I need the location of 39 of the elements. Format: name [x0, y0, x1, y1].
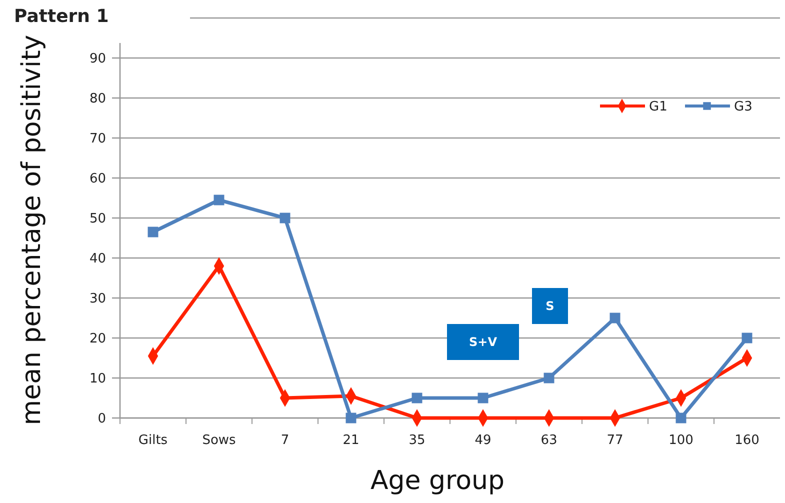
annotation: S — [546, 299, 554, 314]
y-tick-label: 60 — [89, 172, 106, 187]
y-tick-label: 90 — [89, 52, 106, 67]
label-box: S+V — [447, 324, 519, 360]
label-box: S — [532, 288, 568, 324]
y-tick-label: 30 — [89, 292, 106, 307]
legend-label: G1 — [649, 100, 668, 115]
x-tick-label: Sows — [202, 433, 236, 448]
x-tick-label: Gilts — [138, 433, 168, 448]
x-tick-label: 77 — [606, 433, 624, 448]
x-axis-title: Age group — [370, 466, 505, 496]
y-tick-label: 10 — [89, 372, 106, 387]
point — [478, 392, 488, 404]
x-tick-label: 49 — [474, 433, 492, 448]
point — [280, 212, 290, 224]
point — [214, 194, 224, 206]
x-tick-label: 21 — [342, 433, 360, 448]
x-tick-label: 160 — [734, 433, 760, 448]
y-tick-label: 0 — [98, 412, 106, 427]
y-tick-label: 80 — [89, 92, 106, 107]
legend-label: G3 — [734, 100, 752, 115]
point — [676, 412, 686, 424]
x-tick-label: 35 — [408, 433, 426, 448]
point — [148, 226, 158, 238]
y-tick-label: 70 — [89, 132, 106, 147]
point — [346, 412, 356, 424]
y-tick-label: 40 — [89, 252, 106, 267]
annotation: S+V — [469, 335, 498, 350]
point — [610, 312, 620, 324]
point — [742, 332, 752, 344]
x-tick-label: 7 — [280, 433, 290, 448]
y-axis-title: mean percentage of positivity — [17, 34, 47, 426]
y-tick-label: 20 — [89, 332, 106, 347]
x-tick-label: 100 — [668, 433, 694, 448]
point — [412, 392, 422, 404]
point — [544, 372, 554, 384]
x-tick-label: 63 — [540, 433, 558, 448]
chart-title: Pattern 1 — [14, 6, 109, 27]
y-tick-label: 50 — [89, 212, 106, 227]
